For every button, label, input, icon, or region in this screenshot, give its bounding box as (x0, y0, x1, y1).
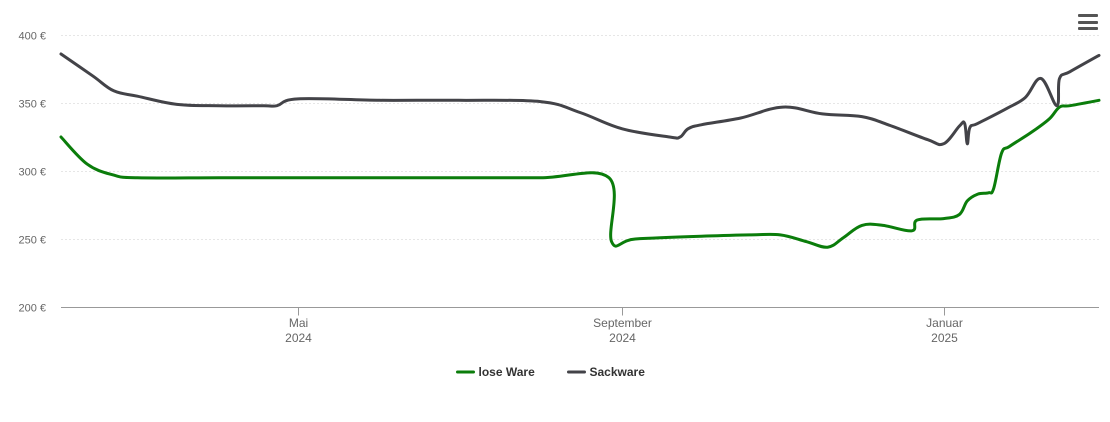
menu-bar (1078, 20, 1098, 24)
y-tick-label: 350 € (18, 99, 46, 111)
x-tick-label: Mai (289, 316, 308, 330)
legend[interactable]: lose Ware Sackware (456, 365, 646, 379)
x-tick-label: Januar (926, 316, 963, 330)
legend-label: lose Ware (479, 365, 536, 379)
menu-bar (1078, 14, 1098, 17)
legend-item-lose-ware[interactable]: lose Ware (456, 365, 536, 379)
series-lines (59, 52, 1101, 249)
legend-label: Sackware (590, 365, 646, 379)
x-tick-year-label: 2024 (285, 331, 312, 345)
menu-bar (1078, 27, 1098, 30)
x-tick-label: September (593, 316, 652, 330)
x-tick-year-label: 2025 (931, 331, 958, 345)
x-tick-year-label: 2024 (609, 331, 636, 345)
legend-item-sackware[interactable]: Sackware (567, 365, 646, 379)
grid-lines (61, 35, 1099, 240)
series-line-sackware[interactable] (59, 52, 1101, 147)
series-line-lose-ware[interactable] (59, 98, 1101, 249)
y-tick-label: 300 € (18, 167, 46, 179)
y-tick-label: 250 € (18, 235, 46, 247)
y-axis: 200 € 250 € 300 € 350 € 400 € (18, 31, 46, 315)
hamburger-menu-icon[interactable] (1077, 12, 1099, 32)
y-tick-label: 400 € (18, 31, 46, 43)
y-tick-label: 200 € (18, 303, 46, 315)
